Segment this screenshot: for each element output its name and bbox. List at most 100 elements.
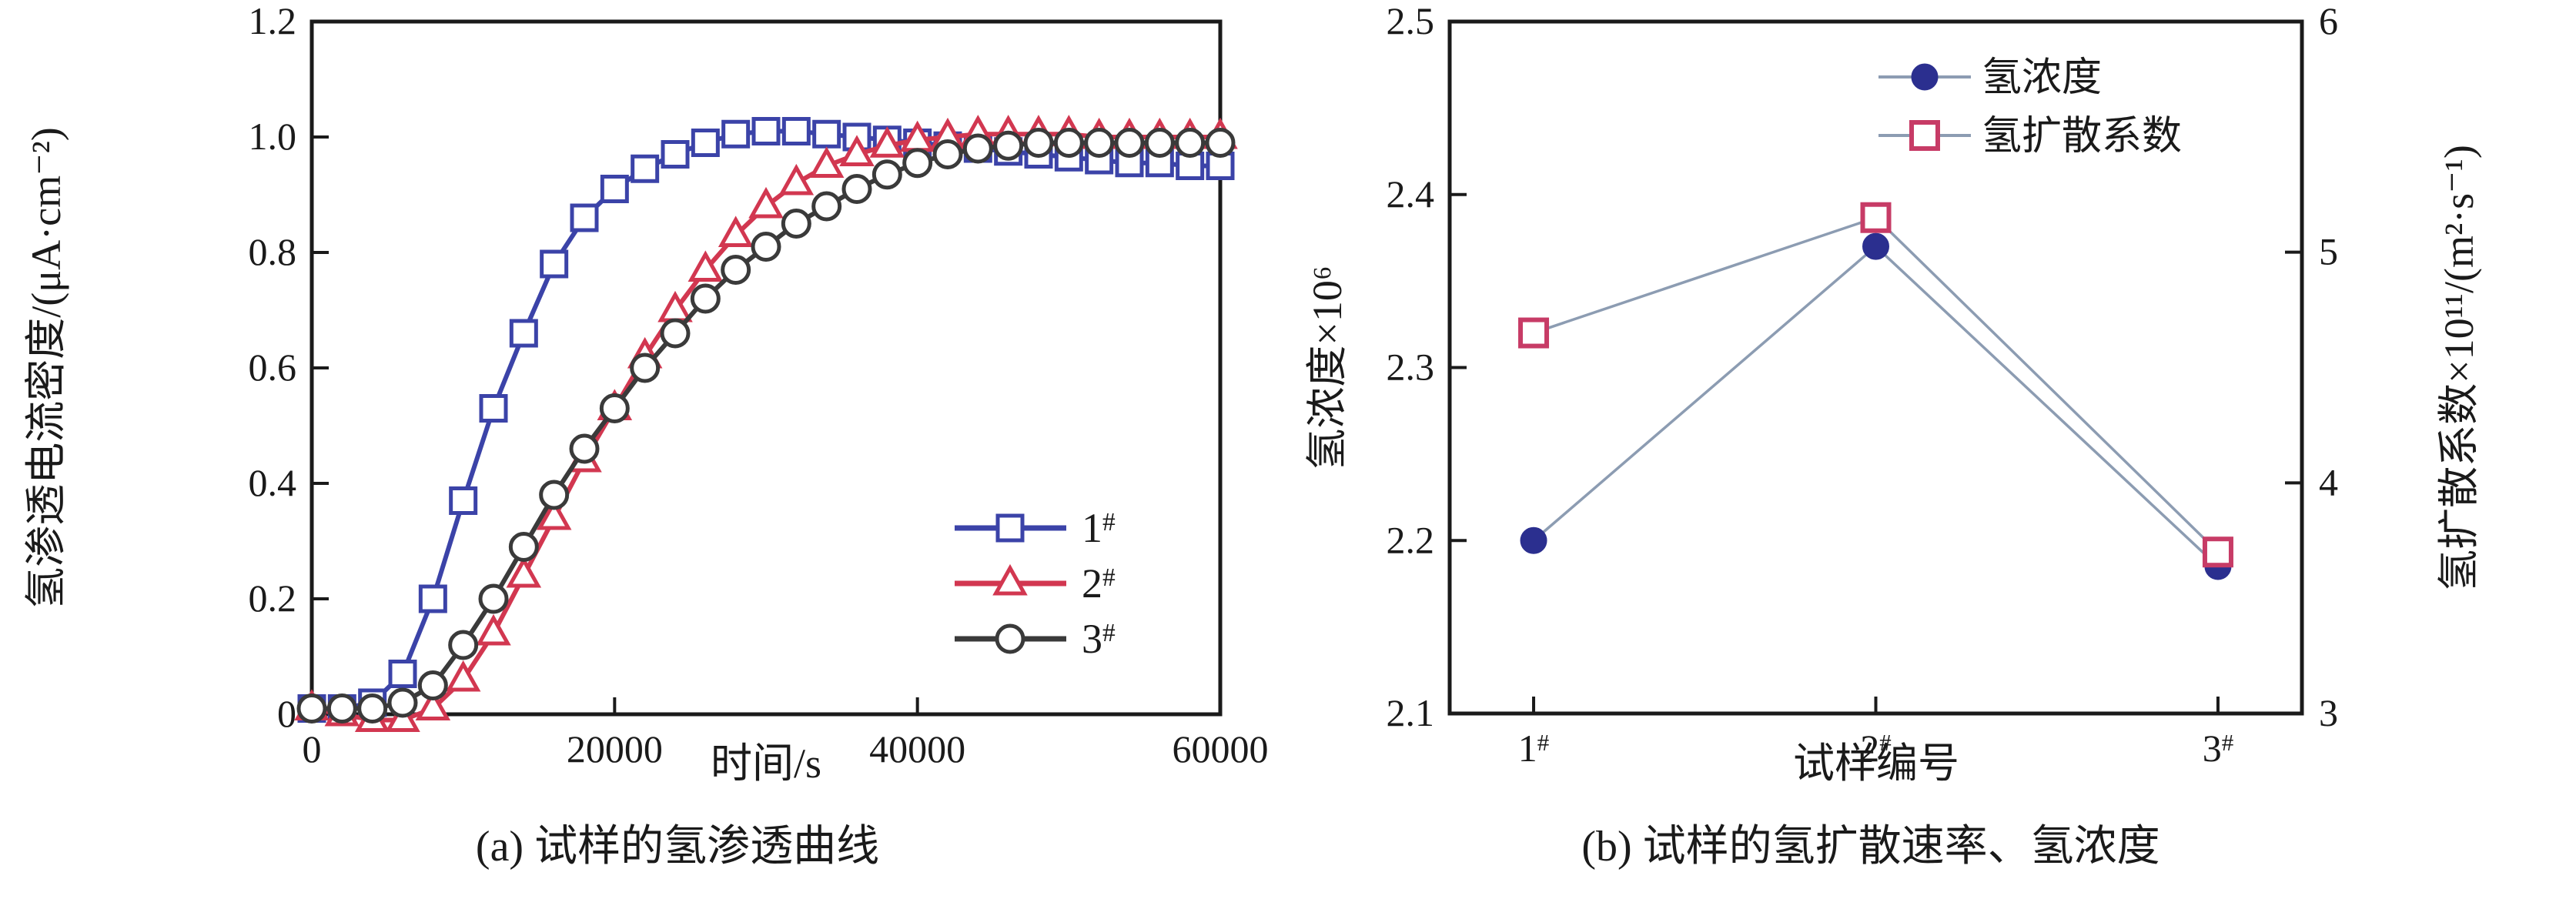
square-marker [479, 394, 508, 423]
circle-marker [690, 283, 721, 314]
y-tick-left-label: 2.5 [1387, 0, 1435, 42]
y-tick-label: 0.8 [249, 230, 297, 273]
y-tick-left-label: 2.3 [1387, 346, 1435, 389]
square-marker [570, 203, 599, 232]
circle-marker [1205, 128, 1236, 158]
triangle-marker [992, 563, 1028, 596]
x-tick-label: 1# [1518, 727, 1550, 770]
legend-label: 氢浓度 [1982, 56, 2102, 100]
legend-label: 3# [1082, 616, 1116, 662]
legend-label: 1# [1082, 505, 1116, 551]
panel-b-series [1518, 202, 2233, 580]
filled-circle-marker [1862, 232, 1889, 260]
open-square-marker [2202, 536, 2233, 568]
circle-marker [1053, 128, 1084, 158]
square-marker [449, 486, 478, 515]
panel-a-series [294, 115, 1238, 732]
circle-marker [871, 159, 902, 190]
circle-marker [902, 148, 933, 179]
y-tick-left-label: 2.2 [1387, 518, 1435, 561]
circle-marker [811, 191, 842, 222]
circle-marker [417, 670, 448, 700]
square-marker [509, 319, 538, 348]
y-tick-left-label: 2.4 [1387, 172, 1435, 216]
open-square-marker [1909, 120, 1940, 151]
triangle-marker [476, 613, 511, 646]
circle-marker [841, 174, 872, 204]
panel-a-caption: (a) 试样的氢渗透曲线 [476, 823, 879, 871]
square-marker [540, 249, 569, 279]
triangle-marker [748, 186, 784, 219]
circle-marker [387, 687, 418, 718]
circle-marker [569, 433, 600, 464]
square-marker [691, 129, 720, 157]
series-line [1532, 244, 2220, 568]
y-tick-label: 1.2 [249, 0, 297, 42]
y-tick-label: 0.2 [249, 576, 297, 620]
x-tick-label: 2# [1860, 727, 1892, 770]
open-square-marker [1860, 202, 1892, 233]
x-tick-label: 40000 [869, 727, 965, 770]
x-tick-label: 60000 [1173, 727, 1269, 770]
triangle-marker [687, 250, 724, 282]
open-square-marker [1518, 317, 1550, 349]
series-3 [296, 128, 1236, 724]
triangle-marker [536, 498, 572, 530]
square-marker [751, 117, 781, 145]
circle-marker [539, 480, 570, 510]
y-tick-left-label: 2.1 [1387, 691, 1435, 734]
x-tick-label: 0 [303, 727, 322, 770]
y-tick-label: 0.6 [249, 346, 297, 389]
circle-marker [296, 693, 327, 724]
square-marker [631, 154, 660, 183]
circle-marker [932, 139, 963, 169]
circle-marker [660, 318, 691, 349]
circle-marker [721, 255, 751, 285]
series-氢浓度 [1520, 232, 2232, 580]
y-tick-label: 1.0 [249, 115, 297, 158]
triangle-marker [869, 126, 905, 158]
circle-marker [630, 353, 661, 383]
triangle-marker [718, 216, 754, 247]
filled-circle-marker [1911, 63, 1939, 91]
circle-marker [599, 393, 630, 423]
triangle-marker [415, 689, 451, 720]
panel-a-x-axis-label: 时间/s [711, 740, 821, 787]
circle-marker [781, 209, 811, 239]
circle-marker [1023, 128, 1054, 158]
square-marker [600, 175, 629, 203]
legend-label: 氢扩散系数 [1982, 115, 2182, 159]
y-tick-right-label: 5 [2319, 230, 2338, 273]
triangle-marker [778, 163, 815, 196]
circle-marker [448, 630, 479, 660]
circle-marker [751, 232, 781, 262]
panel-a: 0 20000 40000 60000 0 0.2 0.4 0.6 0.8 1.0 1.2 1# 2#… [23, 0, 1269, 871]
series-氢扩散系数 [1518, 202, 2233, 568]
y-tick-label: 0 [277, 692, 296, 735]
y-tick-right-label: 4 [2319, 460, 2338, 503]
y-tick-right-label: 6 [2319, 0, 2338, 42]
y-tick-right-label: 3 [2319, 691, 2338, 734]
square-marker [781, 117, 811, 145]
square-marker [661, 140, 690, 169]
square-marker [388, 660, 417, 688]
panel-a-ticks: 0 20000 40000 60000 0 0.2 0.4 0.6 0.8 1.0 1.2 [249, 0, 1269, 770]
circle-marker [1084, 128, 1115, 158]
filled-circle-marker [1520, 526, 1547, 554]
square-marker [812, 119, 841, 149]
panel-b-x-axis-label: 试样编号 [1793, 740, 1959, 787]
circle-marker [508, 532, 539, 562]
circle-marker [962, 133, 993, 164]
circle-marker [1175, 128, 1206, 158]
panel-b-y-axis-label-left: 氢浓度×10⁶ [1304, 266, 1350, 470]
panel-a-y-axis-label: 氢渗透电流密度/(μA·cm⁻²) [23, 127, 69, 609]
circle-marker [1144, 128, 1175, 158]
legend-label: 2# [1082, 560, 1116, 607]
square-marker [995, 513, 1025, 543]
circle-marker [995, 623, 1025, 654]
circle-marker [1114, 128, 1145, 158]
